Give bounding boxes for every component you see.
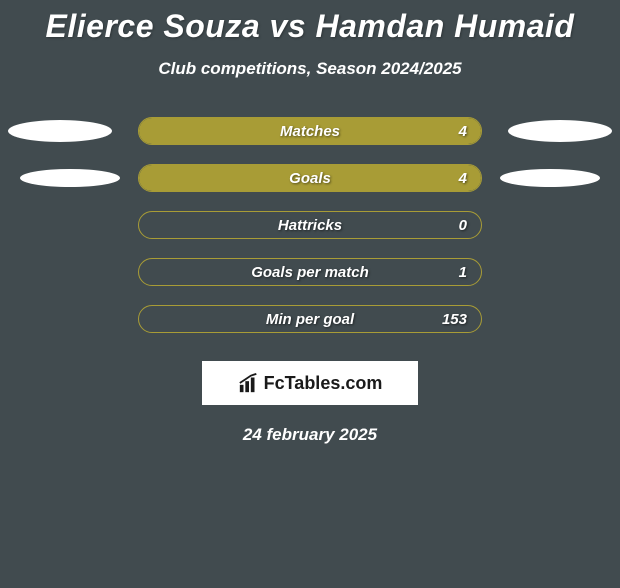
- stat-row: Goals 4: [0, 164, 620, 192]
- bar-container: Min per goal 153: [138, 305, 482, 333]
- ellipse-right: [508, 120, 612, 142]
- bar-value: 153: [442, 311, 467, 328]
- date-text: 24 february 2025: [0, 425, 620, 445]
- bar-label: Goals: [289, 170, 331, 187]
- stat-row: Min per goal 153: [0, 305, 620, 333]
- stat-row: Goals per match 1: [0, 258, 620, 286]
- bar-value: 1: [459, 264, 467, 281]
- bar-container: Goals per match 1: [138, 258, 482, 286]
- bar-container: Goals 4: [138, 164, 482, 192]
- bar-label: Hattricks: [278, 217, 342, 234]
- stat-row: Matches 4: [0, 117, 620, 145]
- bar-container: Matches 4: [138, 117, 482, 145]
- bar-label: Min per goal: [266, 311, 354, 328]
- stats-chart: Matches 4 Goals 4 Hattricks 0 Goals per match 1…: [0, 117, 620, 333]
- page-subtitle: Club competitions, Season 2024/2025: [0, 59, 620, 79]
- ellipse-left: [20, 169, 120, 187]
- stat-row: Hattricks 0: [0, 211, 620, 239]
- page-title: Elierce Souza vs Hamdan Humaid: [0, 8, 620, 45]
- bar-label: Matches: [280, 123, 340, 140]
- bar-label: Goals per match: [251, 264, 369, 281]
- logo-box: FcTables.com: [202, 361, 418, 405]
- bar-chart-icon: [238, 372, 260, 394]
- bar-value: 4: [459, 123, 467, 140]
- ellipse-left: [8, 120, 112, 142]
- bar-value: 0: [459, 217, 467, 234]
- logo-text: FcTables.com: [264, 373, 383, 394]
- ellipse-right: [500, 169, 600, 187]
- bar-container: Hattricks 0: [138, 211, 482, 239]
- bar-value: 4: [459, 170, 467, 187]
